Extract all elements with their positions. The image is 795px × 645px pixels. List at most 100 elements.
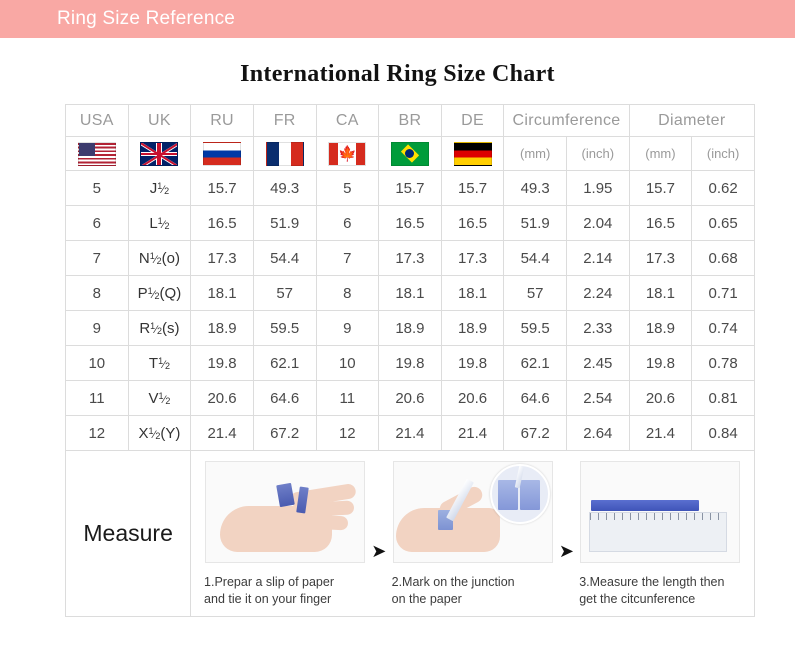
cell-de: 15.7 (440, 170, 505, 206)
table-header-row: USA UK RU FR CA BR DE Circumference Diam… (65, 104, 756, 137)
column-subheader-circ-inch: (inch) (566, 136, 630, 171)
cell-ca: 10 (315, 345, 380, 381)
caption-line: and tie it on your finger (204, 591, 332, 606)
caption-line: get the citcunference (579, 591, 696, 606)
flag-cell-usa (65, 136, 129, 171)
flag-cell-de (440, 136, 505, 171)
cell-diam-inch: 0.65 (691, 205, 755, 241)
cell-fr: 57 (252, 275, 317, 311)
measure-label: Measure (83, 519, 173, 546)
marking-junction-with-pen-photo (392, 461, 553, 563)
cell-usa: 5 (65, 170, 129, 206)
column-header-diameter: Diameter (628, 104, 756, 137)
cell-ru: 21.4 (190, 415, 254, 451)
flag-ca-icon: 🍁 (328, 141, 367, 166)
cell-circ-inch: 2.64 (566, 415, 630, 451)
caption-line: 2.Mark on the junction (391, 575, 515, 589)
measure-step-2: 2.Mark on the junction on the paper (387, 461, 559, 608)
paper-strip-shape (591, 500, 700, 511)
brazil-globe-shape (405, 149, 415, 158)
cell-ru: 15.7 (190, 170, 254, 206)
cell-br: 18.1 (378, 275, 442, 311)
cell-circ-inch: 2.33 (566, 310, 630, 346)
flag-us-icon (77, 141, 116, 166)
cell-ca: 6 (315, 205, 380, 241)
cell-diam-mm: 15.7 (628, 170, 693, 206)
cell-usa: 9 (65, 310, 129, 346)
cell-ru: 19.8 (190, 345, 254, 381)
measure-step-3-caption: 3.Measure the length then get the citcun… (579, 574, 741, 608)
cell-de: 21.4 (440, 415, 505, 451)
table-row: 12 X1⁄2(Y) 21.4 67.2 12 21.4 21.4 67.2 2.64 21.4 0… (65, 415, 755, 451)
cell-uk: J1⁄2 (127, 170, 192, 206)
cell-circ-mm: 64.6 (503, 380, 567, 416)
cell-circ-mm: 62.1 (503, 345, 567, 381)
flag-cell-uk (127, 136, 192, 171)
size-chart-container: USA UK RU FR CA BR DE Circumference Diam… (0, 104, 795, 617)
cell-fr: 67.2 (252, 415, 317, 451)
table-flag-row: 🍁 (mm) (inch) (mm) (inch) (65, 136, 755, 171)
flag-fr-icon (265, 141, 304, 166)
flag-cell-ru (190, 136, 254, 171)
paper-strip-shape (519, 480, 540, 510)
cell-diam-inch: 0.78 (691, 345, 755, 381)
cell-br: 16.5 (378, 205, 442, 241)
column-header-de: DE (440, 104, 505, 137)
measure-steps: 1.Prepar a slip of paper and tie it on y… (191, 451, 754, 616)
cell-usa: 8 (65, 275, 129, 311)
cell-ca: 8 (315, 275, 380, 311)
cell-uk: V1⁄2 (127, 380, 192, 416)
cell-diam-mm: 19.8 (628, 345, 693, 381)
cell-circ-mm: 49.3 (503, 170, 567, 206)
hand-with-paper-strip-photo (205, 461, 366, 563)
column-subheader-diam-inch: (inch) (691, 136, 755, 171)
flag-cell-ca: 🍁 (315, 136, 380, 171)
cell-br: 17.3 (378, 240, 442, 276)
cell-fr: 49.3 (252, 170, 317, 206)
caption-line: 1.Prepar a slip of paper (204, 575, 334, 589)
cell-usa: 7 (65, 240, 129, 276)
finger-shape (291, 513, 349, 531)
cell-ca: 9 (315, 310, 380, 346)
cell-br: 20.6 (378, 380, 442, 416)
measuring-strip-with-ruler-photo (580, 461, 741, 563)
cell-ca: 11 (315, 380, 380, 416)
measure-label-cell: Measure (64, 450, 192, 617)
cell-de: 18.9 (440, 310, 505, 346)
cell-ru: 20.6 (190, 380, 254, 416)
maple-leaf-icon: 🍁 (337, 145, 357, 162)
cell-circ-mm: 54.4 (503, 240, 567, 276)
column-header-fr: FR (252, 104, 317, 137)
cell-de: 20.6 (440, 380, 505, 416)
cell-br: 19.8 (378, 345, 442, 381)
cell-diam-mm: 17.3 (628, 240, 693, 276)
union-jack-diagonals (141, 142, 178, 165)
table-row: 8 P1⁄2(Q) 18.1 57 8 18.1 18.1 57 2.24 18.1 0.71 (65, 275, 755, 311)
column-header-ru: RU (190, 104, 254, 137)
cell-fr: 62.1 (252, 345, 317, 381)
cell-ca: 7 (315, 240, 380, 276)
cell-de: 16.5 (440, 205, 505, 241)
cell-usa: 10 (65, 345, 129, 381)
ruler-ticks (590, 513, 727, 520)
cell-circ-inch: 2.45 (566, 345, 630, 381)
cell-diam-inch: 0.68 (691, 240, 755, 276)
measure-step-1-caption: 1.Prepar a slip of paper and tie it on y… (204, 574, 366, 608)
cell-diam-mm: 21.4 (628, 415, 693, 451)
cell-uk: L1⁄2 (127, 205, 192, 241)
cell-circ-inch: 2.54 (566, 380, 630, 416)
magnified-inset (489, 464, 550, 524)
flag-cell-br (378, 136, 442, 171)
cell-diam-inch: 0.84 (691, 415, 755, 451)
cell-ru: 18.1 (190, 275, 254, 311)
cell-diam-mm: 16.5 (628, 205, 693, 241)
measure-step-3: 3.Measure the length then get the citcun… (574, 461, 746, 608)
table-body: 5 J1⁄2 15.7 49.3 5 15.7 15.7 49.3 1.95 15.7 0.62 6 L… (65, 170, 755, 451)
cell-ru: 18.9 (190, 310, 254, 346)
cell-br: 15.7 (378, 170, 442, 206)
cell-usa: 6 (65, 205, 129, 241)
column-subheader-diam-mm: (mm) (628, 136, 693, 171)
table-row: 6 L1⁄2 16.5 51.9 6 16.5 16.5 51.9 2.04 16.5 0.65 (65, 205, 755, 241)
cell-diam-mm: 20.6 (628, 380, 693, 416)
cell-diam-inch: 0.74 (691, 310, 755, 346)
